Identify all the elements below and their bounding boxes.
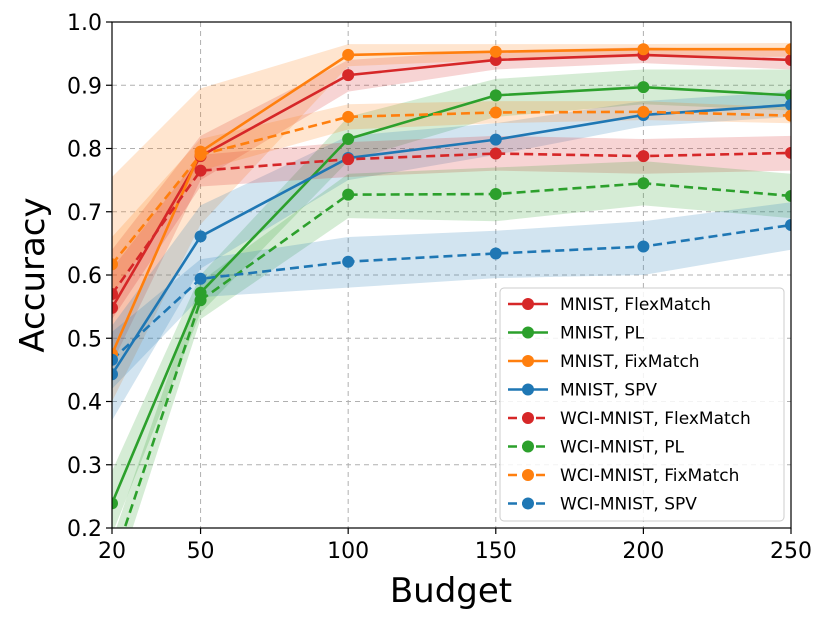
legend-label: MNIST, PL	[560, 324, 645, 344]
data-point	[785, 189, 791, 202]
data-point	[637, 81, 650, 94]
x-tick-label: 50	[187, 539, 215, 564]
data-point	[785, 89, 791, 102]
legend-marker	[522, 469, 534, 481]
confidence-band-7	[112, 202, 791, 389]
legend-marker	[522, 326, 534, 339]
data-point	[785, 53, 791, 66]
y-tick-label: 0.4	[67, 391, 102, 416]
series-line-0	[112, 53, 791, 309]
data-point	[112, 258, 118, 271]
legend-label: WCI-MNIST, FixMatch	[560, 466, 739, 486]
data-point	[785, 146, 791, 159]
series-markers	[112, 43, 791, 510]
y-tick-label: 0.2	[67, 517, 102, 542]
x-tick-label: 250	[770, 539, 812, 564]
confidence-band-5	[116, 161, 791, 528]
data-point	[489, 247, 502, 260]
legend-label: MNIST, FlexMatch	[560, 295, 711, 315]
data-point	[112, 287, 118, 300]
data-point	[489, 89, 502, 102]
y-tick-label: 0.8	[67, 138, 102, 163]
data-point	[489, 133, 502, 146]
data-point	[194, 230, 207, 243]
y-tick-label: 0.9	[67, 74, 102, 99]
data-point	[785, 109, 791, 122]
legend-marker	[522, 440, 534, 453]
x-tick-label: 100	[327, 539, 369, 564]
data-point	[489, 188, 502, 201]
data-point	[342, 48, 355, 61]
data-point	[637, 177, 650, 190]
x-tick-label: 200	[622, 539, 664, 564]
legend-marker	[522, 298, 534, 310]
y-axis-title: Accuracy	[13, 197, 53, 352]
y-tick-label: 0.3	[67, 454, 102, 479]
legend-marker	[522, 497, 534, 510]
confidence-band-0	[112, 47, 791, 364]
series-line-7	[112, 223, 791, 361]
legend-marker	[522, 355, 534, 367]
y-tick-label: 0.6	[67, 264, 102, 289]
data-point	[489, 147, 502, 160]
y-tick-label: 0.7	[67, 201, 102, 226]
confidence-band-6	[112, 101, 791, 294]
data-point	[785, 219, 791, 232]
data-point	[342, 133, 355, 146]
y-tick-label: 1.0	[67, 11, 102, 36]
x-tick-label: 20	[98, 539, 126, 564]
x-axis-title: Budget	[390, 571, 512, 611]
series-line-4	[112, 151, 791, 295]
series-lines	[112, 47, 791, 528]
data-point	[342, 69, 355, 82]
data-point	[342, 255, 355, 268]
legend: MNIST, FlexMatch MNIST, PL MNIST, FixMatch…	[499, 287, 785, 522]
data-point	[637, 150, 650, 163]
series-line-6	[112, 110, 791, 266]
confidence-band-3	[112, 91, 791, 421]
legend-marker	[522, 412, 534, 424]
legend-box	[499, 287, 785, 522]
x-tick-label: 150	[475, 539, 517, 564]
legend-label: WCI-MNIST, SPV	[560, 495, 697, 515]
data-point	[194, 164, 207, 177]
data-point	[489, 106, 502, 119]
y-tick-label: 0.5	[67, 327, 102, 352]
series-line-5	[123, 181, 791, 528]
series-line-3	[112, 103, 791, 376]
legend-label: MNIST, SPV	[560, 381, 657, 401]
data-point	[637, 105, 650, 118]
data-point	[112, 353, 118, 366]
axis-ticks: 20 50 100 150 200 250 0.2 0.3 0.4 0.5 0.6 0.7 0.8 0.9…	[67, 11, 812, 564]
data-point	[637, 43, 650, 56]
legend-marker	[522, 383, 534, 396]
data-point	[489, 53, 502, 66]
legend-label: WCI-MNIST, PL	[560, 438, 684, 458]
legend-label: WCI-MNIST, FlexMatch	[560, 409, 751, 429]
data-point	[342, 153, 355, 166]
confidence-band-2	[112, 42, 791, 402]
data-point	[785, 43, 791, 56]
data-point	[342, 110, 355, 123]
data-point	[194, 148, 207, 161]
legend-label: MNIST, FixMatch	[560, 352, 700, 372]
series-line-2	[112, 47, 791, 355]
data-point	[489, 45, 502, 58]
data-point	[194, 294, 207, 307]
series-line-1	[112, 85, 791, 504]
data-point	[637, 240, 650, 253]
data-point	[194, 272, 207, 285]
data-point	[342, 188, 355, 201]
data-point	[785, 98, 791, 111]
data-point	[112, 301, 118, 314]
data-point	[112, 368, 118, 381]
data-point	[112, 497, 118, 510]
